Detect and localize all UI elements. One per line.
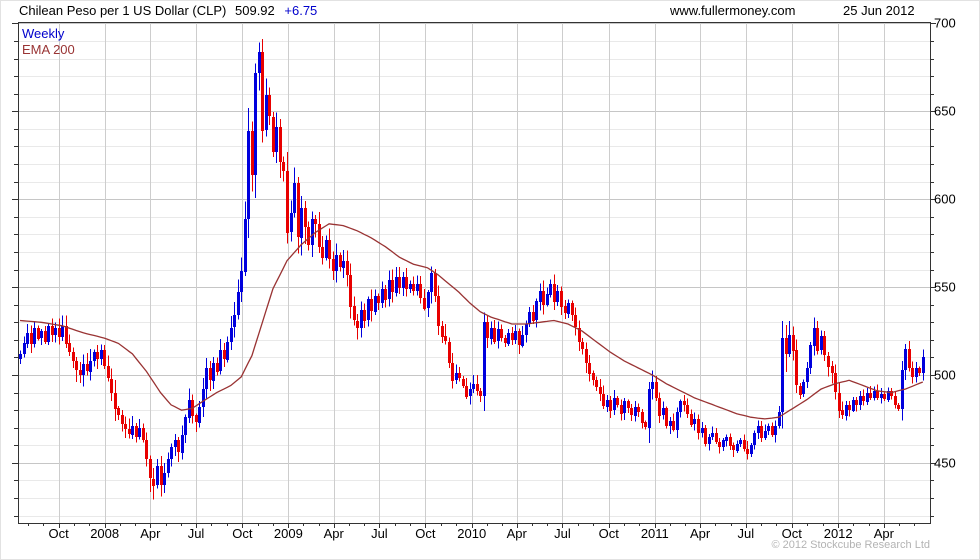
copyright-text: © 2012 Stockcube Research Ltd	[771, 539, 930, 551]
x-axis-label: Oct	[598, 526, 619, 541]
x-axis-label: Apr	[506, 526, 527, 541]
x-axis-label: Jul	[371, 526, 388, 541]
y-axis-label: 450	[934, 455, 956, 471]
y-axis-label: 650	[934, 103, 956, 119]
y-axis-label: 500	[934, 367, 956, 383]
x-axis-label: 2008	[90, 526, 120, 541]
x-axis-label: Jul	[737, 526, 755, 541]
y-axis-label: 550	[934, 279, 956, 295]
x-axis-label: 2012	[823, 526, 853, 541]
title-bar: Chilean Peso per 1 US Dollar (CLP) 509.9…	[19, 3, 317, 18]
x-axis-label: Jul	[554, 526, 571, 541]
x-axis-label: Oct	[781, 526, 802, 541]
y-axis-label: 600	[934, 191, 956, 207]
x-axis-label: Oct	[415, 526, 436, 541]
x-axis-label: Apr	[323, 526, 344, 541]
x-axis-label: Oct	[232, 526, 253, 541]
x-axis-label: Apr	[140, 526, 161, 541]
last-price: 509.92	[235, 3, 275, 18]
x-axis-label: Jul	[187, 526, 205, 541]
price-change: +6.75	[284, 3, 318, 18]
x-axis-label: 2009	[273, 526, 303, 541]
page-title: Chilean Peso per 1 US Dollar (CLP)	[19, 3, 227, 18]
date-text: 25 Jun 2012	[843, 3, 915, 18]
x-axis-label: 2011	[640, 526, 669, 541]
ema-200-line	[19, 223, 924, 420]
legend-ema-200: EMA 200	[22, 42, 75, 57]
x-axis-label: Apr	[873, 526, 894, 541]
x-axis-label: 2010	[457, 526, 487, 541]
website-text: www.fullermoney.com	[670, 3, 796, 18]
legend-weekly: Weekly	[22, 26, 65, 41]
x-axis-label: Oct	[48, 526, 69, 541]
x-axis-label: Apr	[689, 526, 711, 541]
y-axis-label: 700	[934, 15, 956, 31]
